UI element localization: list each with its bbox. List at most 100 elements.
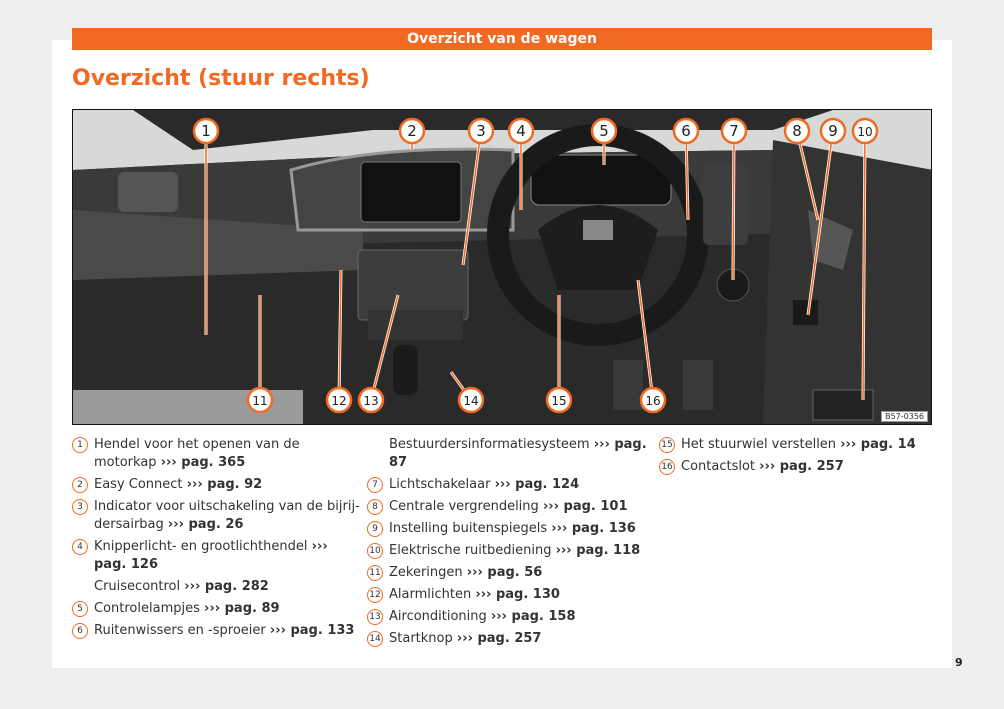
callout-3: 3 (461, 117, 495, 266)
legend-text: Startknop (389, 631, 453, 646)
page-reference-link[interactable]: ››› pag. 26 (167, 517, 244, 532)
legend-item: Cruisecontrol ››› pag. 282 (72, 578, 362, 596)
page-number: 9 (955, 656, 963, 669)
page-reference-link[interactable]: ››› pag. 56 (466, 565, 543, 580)
page-reference-link[interactable]: ››› pag. 101 (542, 499, 628, 514)
callout-2: 2 (398, 117, 426, 150)
page-reference-link[interactable]: ››› pag. 89 (204, 601, 280, 616)
figure-code: B57-0356 (881, 411, 928, 422)
page-reference-link[interactable]: ››› pag. 133 (269, 623, 355, 638)
callout-number: 13 (363, 394, 378, 408)
legend-number: 16 (659, 459, 675, 475)
legend-number: 6 (72, 623, 88, 639)
legend-item: 12 Alarmlichten ››› pag. 130 (367, 586, 652, 604)
page-reference-link[interactable]: ››› pag. 87 (389, 437, 647, 470)
legend-number: 14 (367, 631, 383, 647)
callout-14: 14 (449, 371, 485, 414)
legend-column-1: 1 Hendel voor het openen van de motorkap … (72, 436, 362, 644)
legend-text: Indicator voor uitschakeling van de bijr… (94, 499, 360, 532)
legend-item: 3 Indicator voor uitschakeling van de bij… (72, 498, 362, 534)
section-header: Overzicht van de wagen (72, 28, 932, 50)
legend-text: Contactslot (681, 459, 756, 474)
legend-text: Hendel voor het openen van de motorkap (94, 437, 300, 470)
callout-number: 5 (599, 122, 609, 140)
page-reference-link[interactable]: ››› pag. 365 (160, 455, 246, 470)
callout-5: 5 (590, 117, 618, 165)
callout-13: 13 (357, 294, 400, 414)
callout-12: 12 (325, 269, 353, 414)
legend-item: 13 Airconditioning ››› pag. 158 (367, 608, 652, 626)
page-reference-link[interactable]: ››› pag. 118 (555, 543, 641, 558)
callout-16: 16 (636, 279, 667, 414)
legend-item: 5 Controlelampjes ››› pag. 89 (72, 600, 362, 618)
page-reference-link[interactable]: ››› pag. 136 (551, 521, 636, 536)
legend-number: 3 (72, 499, 88, 515)
dashboard-figure: 1 2 3 4 5 6 7 8 9 10 11 12 13 14 15 16 B57-0356 (72, 109, 932, 425)
legend-item: 15 Het stuurwiel verstellen ››› pag. 14 (659, 436, 934, 454)
legend-item: 10 Elektrische ruitbediening ››› pag. 118 (367, 542, 652, 560)
legend-text: Elektrische ruitbediening (389, 543, 552, 558)
callout-6: 6 (672, 117, 700, 221)
callout-number: 7 (729, 122, 739, 140)
legend-item: 6 Ruitenwissers en -sproeier ››› pag. 133 (72, 622, 362, 640)
callout-number: 4 (516, 122, 526, 140)
page-reference-link[interactable]: ››› pag. 124 (494, 477, 580, 492)
legend-text: Cruisecontrol (94, 579, 181, 594)
callout-number: 9 (828, 122, 838, 140)
callout-4: 4 (507, 117, 535, 210)
legend-item: 9 Instelling buitenspiegels ››› pag. 136 (367, 520, 652, 538)
legend-text: Alarmlichten (389, 587, 472, 602)
legend-text: Het stuurwiel verstellen (681, 437, 837, 452)
page-reference-link[interactable]: ››› pag. 14 (840, 437, 916, 452)
callout-7: 7 (720, 117, 748, 281)
legend-text: Bestuurdersinformatiesysteem (389, 437, 590, 452)
legend-number: 11 (367, 565, 383, 581)
legend-item: Bestuurdersinformatiesysteem ››› pag. 87 (367, 436, 652, 472)
legend-number: 5 (72, 601, 88, 617)
legend-item: 16 Contactslot ››› pag. 257 (659, 458, 934, 476)
legend-number: 10 (367, 543, 383, 559)
page-reference-link[interactable]: ››› pag. 158 (490, 609, 576, 624)
callout-15: 15 (545, 295, 573, 414)
page-reference-link[interactable]: ››› pag. 257 (759, 459, 844, 474)
callout-number: 6 (681, 122, 691, 140)
legend-text: Lichtschakelaar (389, 477, 491, 492)
page-reference-link[interactable]: ››› pag. 126 (94, 539, 328, 572)
callout-8: 8 (783, 117, 820, 221)
legend-text: Controlelampjes (94, 601, 200, 616)
callout-number: 3 (476, 122, 486, 140)
legend-item: 14 Startknop ››› pag. 257 (367, 630, 652, 648)
page-reference-link[interactable]: ››› pag. 130 (475, 587, 560, 602)
callout-number: 1 (201, 122, 211, 140)
legend-number: 12 (367, 587, 383, 603)
page-title: Overzicht (stuur rechts) (72, 66, 370, 91)
legend-item: 2 Easy Connect ››› pag. 92 (72, 476, 362, 494)
callout-number: 8 (792, 122, 802, 140)
callout-9: 9 (806, 117, 847, 316)
callout-number: 14 (463, 394, 478, 408)
legend-number: 13 (367, 609, 383, 625)
legend-column-2: Bestuurdersinformatiesysteem ››› pag. 87… (367, 436, 652, 652)
callout-1: 1 (192, 117, 220, 335)
legend-text: Airconditioning (389, 609, 487, 624)
legend-item: 11 Zekeringen ››› pag. 56 (367, 564, 652, 582)
legend-item: 7 Lichtschakelaar ››› pag. 124 (367, 476, 652, 494)
legend-item: 1 Hendel voor het openen van de motorkap … (72, 436, 362, 472)
callout-number: 16 (645, 394, 660, 408)
legend-text: Instelling buitenspiegels (389, 521, 548, 536)
page-reference-link[interactable]: ››› pag. 257 (456, 631, 542, 646)
legend-number: 7 (367, 477, 383, 493)
legend-number: 2 (72, 477, 88, 493)
page-reference-link[interactable]: ››› pag. 92 (186, 477, 263, 492)
legend-text: Ruitenwissers en -sproeier (94, 623, 266, 638)
legend-number: 15 (659, 437, 675, 453)
legend-number: 8 (367, 499, 383, 515)
callout-number: 15 (551, 394, 566, 408)
legend-number: 4 (72, 539, 88, 555)
callout-10: 10 (851, 117, 879, 401)
page-reference-link[interactable]: ››› pag. 282 (184, 579, 269, 594)
callout-number: 12 (331, 394, 346, 408)
legend-text: Knipperlicht- en grootlichthendel (94, 539, 308, 554)
legend-text: Centrale vergrendeling (389, 499, 539, 514)
